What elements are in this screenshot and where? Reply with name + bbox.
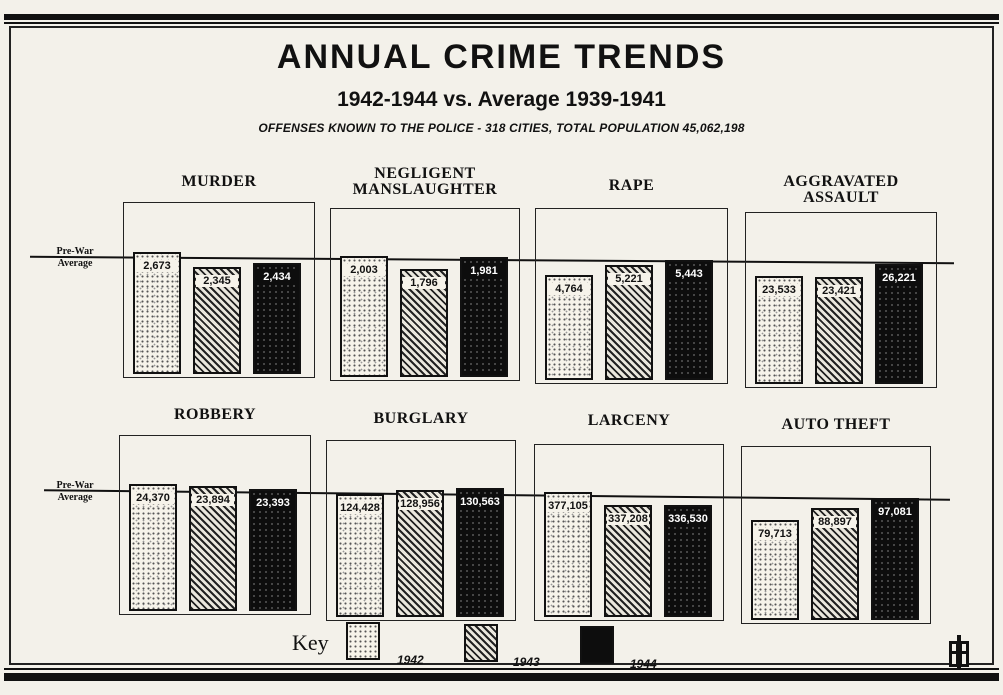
bar-value-label: 2,003: [343, 264, 385, 276]
bar-auto-theft-1943: 88,897: [811, 508, 859, 620]
key-swatch-1943: [464, 624, 498, 662]
bar-value-label: 97,081: [874, 506, 916, 518]
bar-value-label: 128,956: [399, 498, 441, 510]
bar-aggravated-assault-1944: 26,221: [875, 264, 923, 384]
bar-burglary-1944: 130,563: [456, 488, 504, 617]
bar-value-label: 1,796: [403, 277, 445, 289]
bar-rape-1944: 5,443: [665, 260, 713, 380]
panel-title: ROBBERY: [173, 406, 257, 423]
bar-value-label: 5,443: [668, 268, 710, 280]
bar-negligent-manslaughter-1943: 1,796: [400, 269, 448, 377]
bar-aggravated-assault-1942: 23,533: [755, 276, 803, 384]
bar-larceny-1944: 336,530: [664, 505, 712, 617]
bar-value-label: 23,533: [758, 284, 800, 296]
bar-murder-1942: 2,673: [133, 252, 181, 374]
key-year-1942: 1942: [397, 653, 424, 667]
bar-robbery-1944: 23,393: [249, 489, 297, 611]
bar-value-label: 88,897: [814, 516, 856, 528]
panel-title: NEGLIGENT MANSLAUGHTER: [352, 165, 498, 198]
bar-rape-1943: 5,221: [605, 265, 653, 380]
bar-burglary-1942: 124,428: [336, 494, 384, 617]
bar-value-label: 23,393: [252, 497, 294, 509]
panel-robbery: [119, 435, 311, 615]
bar-value-label: 336,530: [667, 513, 709, 525]
chart-frame: [9, 26, 994, 665]
bar-rape-1942: 4,764: [545, 275, 593, 380]
prewar-label-line2: Average: [57, 492, 93, 503]
panel-title: LARCENY: [587, 412, 671, 429]
panel-title: RAPE: [608, 177, 655, 194]
key-year-1944: 1944: [630, 657, 657, 671]
panel-rape: [535, 208, 728, 384]
bar-value-label: 2,345: [196, 275, 238, 287]
bar-auto-theft-1942: 79,713: [751, 520, 799, 620]
prewar-label-line1: Pre-War: [56, 246, 94, 257]
panel-title: MURDER: [181, 173, 257, 190]
key-label: Key: [292, 630, 329, 655]
bar-murder-1944: 2,434: [253, 263, 301, 374]
prewar-label-line2: Average: [57, 258, 93, 269]
bar-value-label: 4,764: [548, 283, 590, 295]
bar-value-label: 5,221: [608, 273, 650, 285]
bar-value-label: 2,434: [256, 271, 298, 283]
bar-value-label: 337,208: [607, 513, 649, 525]
chart-title: ANNUAL CRIME TRENDS: [276, 38, 727, 76]
top-rule-thick: [4, 14, 999, 20]
prewar-label-bottom: Pre-War Average: [40, 480, 110, 504]
bar-value-label: 124,428: [339, 502, 381, 514]
publisher-emblem-icon: [949, 635, 969, 669]
prewar-label-line1: Pre-War: [56, 480, 94, 491]
bottom-rule-thick: [4, 673, 999, 681]
panel-murder: [123, 202, 315, 378]
bar-value-label: 1,981: [463, 265, 505, 277]
panel-title: BURGLARY: [373, 410, 469, 427]
bar-value-label: 24,370: [132, 492, 174, 504]
panel-auto-theft: [741, 446, 931, 624]
bar-value-label: 130,563: [459, 496, 501, 508]
panel-title: AUTO THEFT: [781, 416, 891, 433]
bar-value-label: 23,421: [818, 285, 860, 297]
panel-aggravated-assault: [745, 212, 937, 388]
bar-negligent-manslaughter-1944: 1,981: [460, 257, 508, 377]
bar-value-label: 26,221: [878, 272, 920, 284]
bar-value-label: 2,673: [136, 260, 178, 272]
panel-burglary: [326, 440, 516, 621]
bar-auto-theft-1944: 97,081: [871, 498, 919, 620]
panel-negligent-manslaughter: [330, 208, 520, 381]
bar-burglary-1943: 128,956: [396, 490, 444, 617]
bar-larceny-1942: 377,105: [544, 492, 592, 617]
panel-title: AGGRAVATED ASSAULT: [783, 173, 899, 206]
bar-value-label: 79,713: [754, 528, 796, 540]
bar-robbery-1943: 23,894: [189, 486, 237, 611]
chart-subtitle: 1942-1944 vs. Average 1939-1941: [337, 88, 666, 111]
bottom-rule-thin: [4, 668, 999, 670]
bar-larceny-1943: 337,208: [604, 505, 652, 617]
bar-value-label: 377,105: [547, 500, 589, 512]
bar-aggravated-assault-1943: 23,421: [815, 277, 863, 384]
bar-robbery-1942: 24,370: [129, 484, 177, 611]
chart-note: OFFENSES KNOWN TO THE POLICE - 318 CITIE…: [258, 121, 745, 135]
key-swatch-1944: [580, 626, 614, 664]
key-swatch-1942: [346, 622, 380, 660]
prewar-label-top: Pre-War Average: [40, 246, 110, 270]
panel-larceny: [534, 444, 724, 621]
bar-value-label: 23,894: [192, 494, 234, 506]
bar-murder-1943: 2,345: [193, 267, 241, 374]
bar-negligent-manslaughter-1942: 2,003: [340, 256, 388, 377]
key-year-1943: 1943: [513, 655, 540, 669]
top-rule-thin: [4, 22, 999, 24]
